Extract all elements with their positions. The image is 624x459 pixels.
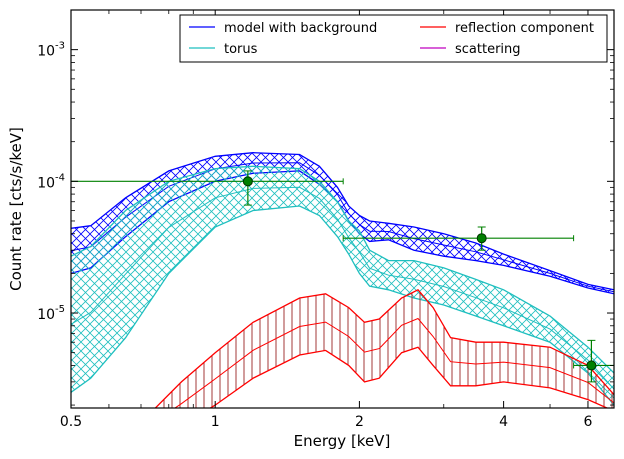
legend: model with background torus reflection com… xyxy=(179,14,608,63)
legend-label: reflection component xyxy=(455,21,594,36)
data-marker xyxy=(242,176,253,187)
x-tick-label: 4 xyxy=(499,414,508,430)
series-reflection-component xyxy=(154,288,614,408)
legend-label: model with background xyxy=(224,21,377,36)
lower-line-reflection-component xyxy=(209,346,609,408)
data-point-1 xyxy=(71,170,344,206)
legend-label: scattering xyxy=(455,42,521,57)
y-tick-label: 10-5 xyxy=(37,304,65,323)
x-tick-label: 2 xyxy=(355,414,364,430)
y-tick-label: 10-3 xyxy=(37,41,65,60)
y-axis-label: Count rate [cts/s/keV] xyxy=(7,127,25,291)
legend-label: torus xyxy=(224,42,258,57)
data-marker xyxy=(476,233,487,244)
band-model-with-background xyxy=(71,152,614,294)
x-tick-label: 6 xyxy=(584,414,593,430)
legend-entry-torus: torus xyxy=(189,42,258,57)
x-axis-label: Energy [keV] xyxy=(294,432,391,450)
band-reflection-component xyxy=(155,289,614,408)
legend-box xyxy=(179,14,608,63)
x-tick-label: 1 xyxy=(211,414,220,430)
data-marker xyxy=(586,360,597,371)
data-points-layer xyxy=(71,170,614,383)
y-tick-label: 10-4 xyxy=(37,172,65,191)
data-point-2 xyxy=(342,226,575,251)
upper-line-model-with-background xyxy=(71,152,614,291)
band-torus xyxy=(71,166,614,406)
lower-line-torus xyxy=(71,205,614,406)
mid-line-torus xyxy=(71,186,614,390)
series-torus xyxy=(71,165,614,406)
legend-entry-scattering: scattering xyxy=(420,42,521,57)
mid-line-reflection-component xyxy=(174,317,614,408)
data-point-3 xyxy=(573,339,614,383)
plot-frame xyxy=(70,9,615,409)
legend-entry-model-with-background: model with background xyxy=(189,21,377,36)
ticks-layer: 0.5 1 2 4 6 10-5 10-4 10-3 xyxy=(37,10,614,430)
legend-entry-reflection-component: reflection component xyxy=(420,21,594,36)
upper-line-reflection-component xyxy=(154,288,614,408)
series-layer xyxy=(71,152,614,408)
upper-line-torus xyxy=(71,165,614,374)
x-tick-label: 0.5 xyxy=(60,414,82,430)
